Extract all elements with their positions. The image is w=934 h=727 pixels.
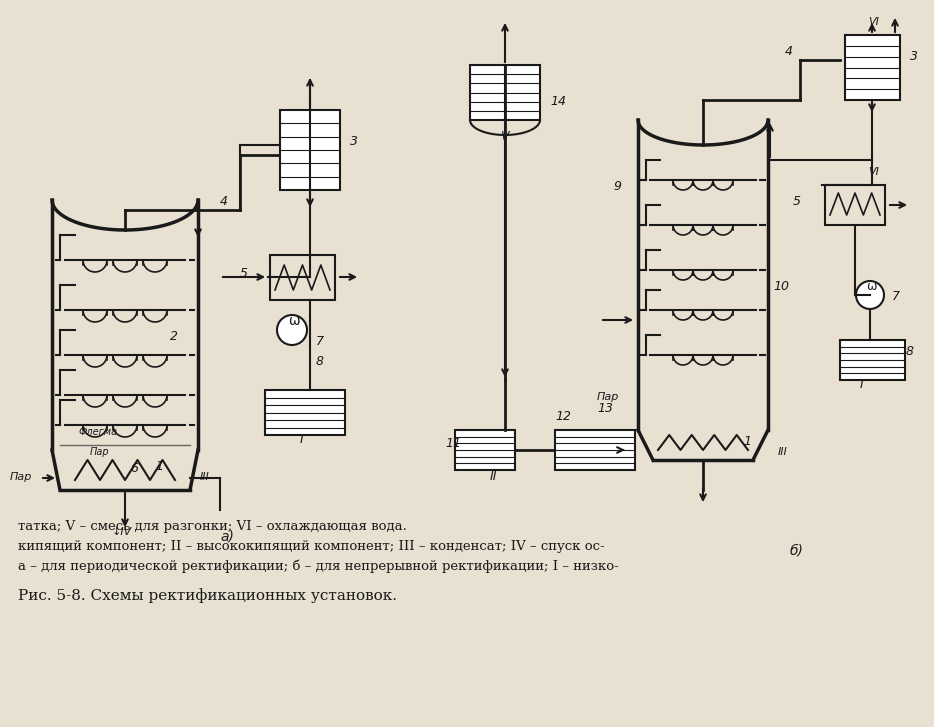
Text: татка; V – смесь для разгонки; VI – охлаждающая вода.: татка; V – смесь для разгонки; VI – охла…: [18, 520, 407, 533]
Text: а – для периодической ректификации; б – для непрерывной ректификации; I – низко-: а – для периодической ректификации; б – …: [18, 560, 618, 573]
Text: а): а): [220, 529, 234, 543]
Text: 7: 7: [316, 335, 324, 348]
Text: Флегма: Флегма: [78, 427, 117, 437]
Text: ω: ω: [288, 314, 300, 328]
Text: 10: 10: [773, 280, 789, 293]
Bar: [845, 35, 900, 100]
Text: III: III: [778, 447, 787, 457]
Text: 1: 1: [743, 435, 751, 448]
Text: 3: 3: [350, 135, 358, 148]
Text: 5: 5: [793, 195, 801, 208]
Text: 8: 8: [906, 345, 914, 358]
Text: 11: 11: [445, 437, 461, 450]
Text: кипящий компонент; II – высококипящий компонент; III – конденсат; IV – спуск ос-: кипящий компонент; II – высококипящий ко…: [18, 540, 604, 553]
Text: 12: 12: [555, 410, 571, 423]
Text: 3: 3: [910, 50, 918, 63]
Text: III: III: [200, 472, 210, 482]
Bar: [265, 390, 345, 435]
Text: VI: VI: [868, 17, 879, 27]
Text: 8: 8: [316, 355, 324, 368]
Bar: [270, 255, 335, 300]
Text: 5: 5: [240, 267, 248, 280]
Bar: [470, 65, 540, 120]
Text: 1: 1: [155, 460, 163, 473]
Circle shape: [277, 315, 307, 345]
Text: 4: 4: [220, 195, 228, 208]
Text: Пар: Пар: [10, 472, 33, 482]
Text: 4: 4: [785, 45, 793, 58]
Text: б): б): [790, 544, 804, 558]
Bar: [280, 110, 340, 190]
Bar: [455, 430, 515, 470]
Text: I: I: [860, 378, 864, 391]
Text: 7: 7: [892, 290, 900, 303]
Bar: [555, 430, 635, 470]
Circle shape: [856, 281, 884, 309]
Text: VI: VI: [868, 167, 879, 177]
Text: 6: 6: [130, 462, 138, 475]
Text: I: I: [300, 433, 304, 446]
Text: Пар: Пар: [597, 392, 619, 402]
Text: 14: 14: [550, 95, 566, 108]
Text: V: V: [500, 130, 508, 143]
Text: ↓IV: ↓IV: [112, 527, 133, 537]
Text: II: II: [490, 470, 498, 483]
Bar: [825, 185, 885, 225]
Text: ω: ω: [866, 280, 876, 293]
Text: 13: 13: [597, 402, 613, 415]
Text: Пар: Пар: [90, 447, 109, 457]
Bar: [840, 340, 905, 380]
Text: 2: 2: [170, 330, 178, 343]
Text: Рис. 5-8. Схемы ректификационных установок.: Рис. 5-8. Схемы ректификационных установ…: [18, 588, 397, 603]
Text: 9: 9: [613, 180, 621, 193]
